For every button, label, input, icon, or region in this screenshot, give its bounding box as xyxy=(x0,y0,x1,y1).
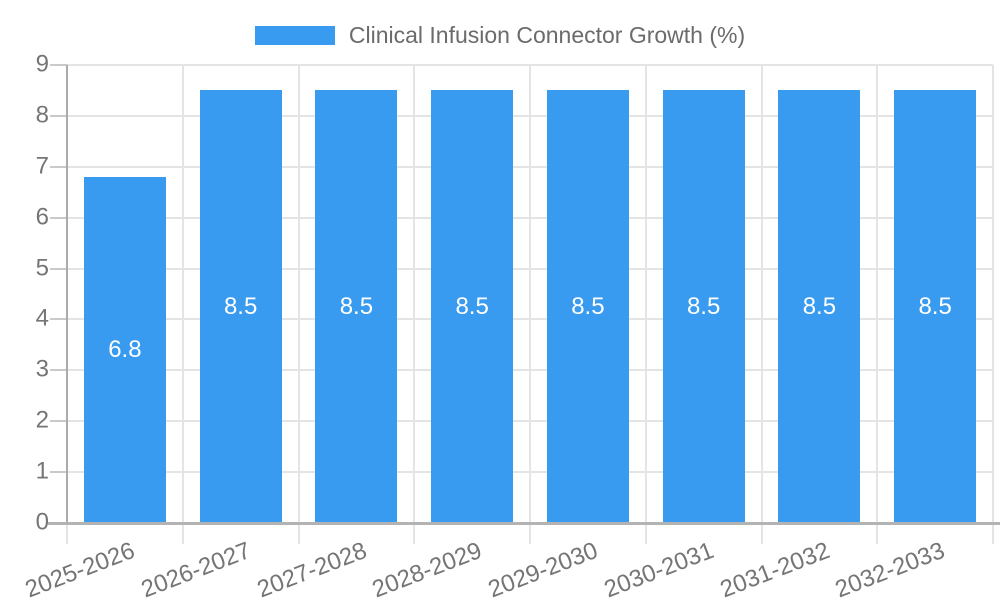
bar[interactable] xyxy=(894,90,977,523)
bar[interactable] xyxy=(546,90,629,523)
bar-value-label: 8.5 xyxy=(918,292,952,320)
y-axis-tick-label: 2 xyxy=(35,406,49,434)
y-axis-tick xyxy=(50,369,67,372)
x-axis-tick-label: 2030-2031 xyxy=(600,537,718,600)
x-axis-tick-label: 2026-2027 xyxy=(137,537,255,600)
bar-value-label: 8.5 xyxy=(686,292,721,320)
y-axis-tick-label: 8 xyxy=(35,101,49,129)
v-gridline xyxy=(644,65,647,544)
y-axis-tick-label: 3 xyxy=(35,355,49,383)
y-axis-tick xyxy=(50,318,67,321)
bar-value-label: 8.5 xyxy=(571,292,605,320)
v-gridline xyxy=(529,65,531,544)
chart-title: Clinical Infusion Connector Growth (%) xyxy=(348,22,746,48)
v-gridline xyxy=(760,65,763,544)
y-axis-tick xyxy=(50,64,67,66)
y-axis-tick xyxy=(50,267,67,270)
v-gridline xyxy=(181,65,184,544)
x-axis-tick-label: 2029-2030 xyxy=(484,537,602,600)
bar[interactable] xyxy=(83,176,166,523)
y-axis-line xyxy=(66,65,68,523)
bar[interactable] xyxy=(662,90,745,523)
v-gridline xyxy=(876,65,879,544)
x-axis-tick-label: 2028-2029 xyxy=(368,537,486,600)
y-axis-tick-label: 6 xyxy=(35,203,49,231)
y-axis-tick-label: 0 xyxy=(35,508,49,536)
y-axis-tick xyxy=(50,420,67,423)
y-axis-tick-label: 9 xyxy=(35,50,49,78)
y-axis-tick-label: 7 xyxy=(35,152,49,180)
x-axis-tick-label: 2027-2028 xyxy=(253,537,371,600)
bar[interactable] xyxy=(778,90,861,523)
y-axis-tick xyxy=(50,165,67,168)
x-axis-tick-label: 2025-2026 xyxy=(21,537,139,600)
bar[interactable] xyxy=(315,90,398,523)
legend-swatch xyxy=(254,26,335,45)
bar[interactable] xyxy=(199,90,282,523)
y-axis-tick-label: 1 xyxy=(35,457,49,485)
v-gridline xyxy=(992,65,994,544)
y-axis-tick xyxy=(50,114,67,117)
x-axis-line xyxy=(48,522,1000,525)
bar-value-label: 6.8 xyxy=(108,335,142,363)
bar[interactable] xyxy=(431,90,514,523)
y-axis-tick xyxy=(50,216,67,219)
bar-value-label: 8.5 xyxy=(802,292,837,320)
v-gridline xyxy=(297,65,300,544)
bar-value-label: 8.5 xyxy=(339,292,374,320)
y-axis-tick-label: 5 xyxy=(35,253,49,281)
x-axis-tick-label: 2032-2033 xyxy=(831,537,949,600)
bar-value-label: 8.5 xyxy=(455,292,489,320)
y-axis-tick xyxy=(50,471,67,474)
y-axis-tick-label: 4 xyxy=(35,304,49,332)
x-axis-tick-label: 2031-2032 xyxy=(716,537,834,600)
chart-legend[interactable]: Clinical Infusion Connector Growth (%) xyxy=(0,22,1000,49)
v-gridline xyxy=(413,65,416,544)
bar-value-label: 8.5 xyxy=(223,292,258,320)
